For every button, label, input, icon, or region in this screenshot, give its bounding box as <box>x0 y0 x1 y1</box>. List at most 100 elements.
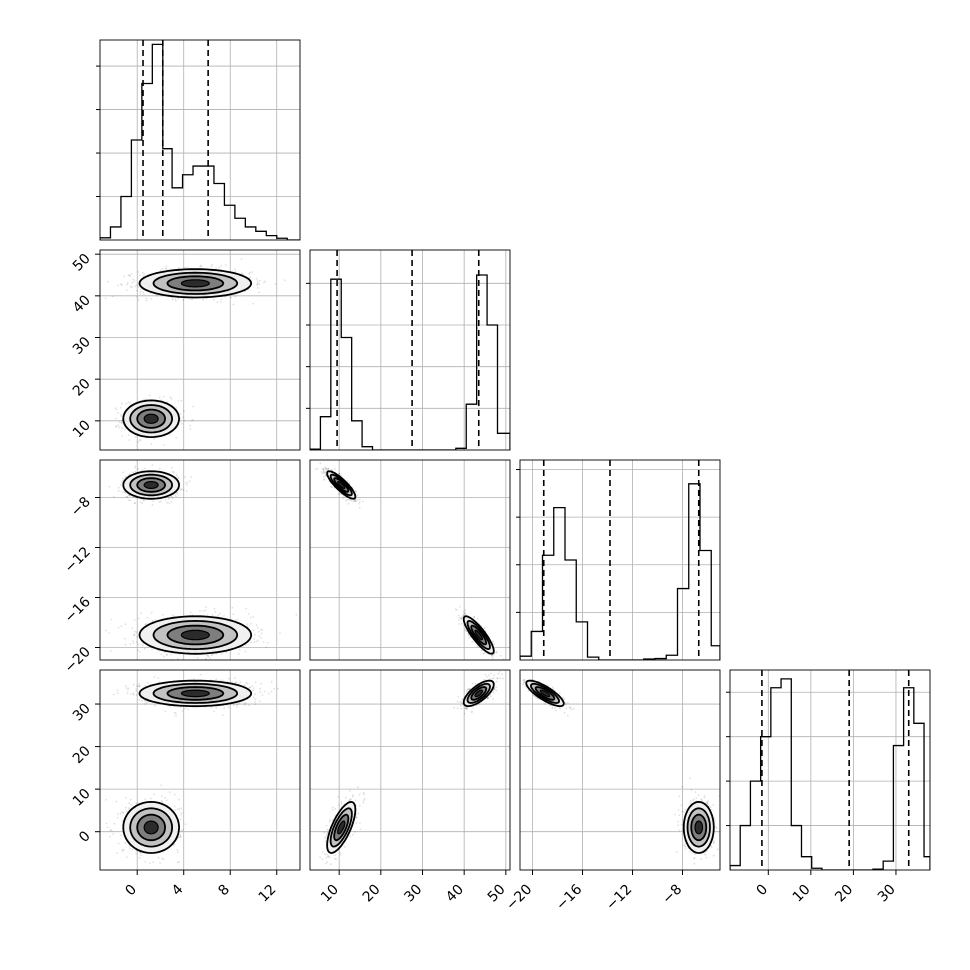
scatter-point <box>126 281 129 284</box>
scatter-point <box>263 281 265 284</box>
scatter-point <box>109 835 111 838</box>
scatter-point <box>135 497 138 499</box>
scatter-point <box>139 290 142 293</box>
scatter-point <box>495 665 497 667</box>
scatter-point <box>107 280 109 283</box>
scatter-point <box>104 297 107 300</box>
scatter-point <box>461 623 463 625</box>
scatter-point <box>122 812 125 814</box>
scatter-point <box>180 399 183 402</box>
scatter-point <box>207 655 210 658</box>
scatter-point <box>138 274 141 277</box>
scatter-point <box>175 495 177 498</box>
scatter-point <box>473 615 475 618</box>
scatter-point <box>182 828 185 831</box>
scatter-point <box>182 416 185 419</box>
scatter-point <box>204 606 207 608</box>
scatter-point <box>316 468 319 470</box>
scatter-point <box>261 629 264 631</box>
scatter-point <box>134 467 137 469</box>
scatter-point <box>122 477 124 480</box>
scatter-point <box>180 813 182 816</box>
scatter-point <box>215 652 218 655</box>
scatter-point <box>159 862 162 865</box>
scatter-point <box>319 462 322 465</box>
scatter-point <box>260 637 262 639</box>
scatter-point <box>176 851 179 854</box>
scatter-point <box>186 266 189 268</box>
scatter-point <box>119 406 122 409</box>
scatter-point <box>179 818 182 821</box>
scatter-point <box>134 465 137 467</box>
scatter-point <box>283 279 286 282</box>
scatter-point <box>188 660 190 662</box>
scatter-point <box>327 467 330 470</box>
scatter-point <box>121 283 123 286</box>
scatter-point <box>128 439 131 441</box>
scatter-point <box>118 421 121 424</box>
scatter-point <box>168 502 171 505</box>
scatter-point <box>137 271 140 273</box>
scatter-point <box>133 633 136 636</box>
scatter-point <box>460 617 463 620</box>
scatter-point <box>140 854 142 857</box>
scatter-point <box>455 609 458 611</box>
scatter-point <box>161 801 164 804</box>
scatter-point <box>171 470 174 473</box>
scatter-point <box>129 456 131 458</box>
scatter-point <box>94 414 96 416</box>
scatter-point <box>174 809 177 812</box>
scatter-point <box>219 663 221 665</box>
scatter-point <box>220 298 223 301</box>
scatter-point <box>238 648 241 651</box>
scatter-point <box>240 258 243 260</box>
scatter-point <box>178 798 181 801</box>
scatter-point <box>105 822 108 825</box>
scatter-point <box>209 657 211 659</box>
scatter-point <box>192 405 195 408</box>
scatter-point <box>119 484 122 486</box>
scatter-point <box>170 495 173 498</box>
scatter-point <box>330 469 333 471</box>
scatter-point <box>211 653 214 656</box>
scatter-point <box>166 799 168 802</box>
scatter-point <box>260 632 263 635</box>
scatter-point <box>128 274 131 277</box>
scatter-point <box>172 614 174 617</box>
scatter-point <box>354 499 356 502</box>
scatter-point <box>206 654 209 657</box>
scatter-point <box>124 623 127 626</box>
scatter-point <box>324 467 327 470</box>
scatter-point <box>119 812 122 815</box>
scatter-point <box>128 845 131 847</box>
scatter-point <box>461 616 463 619</box>
scatter-point <box>462 613 465 616</box>
scatter-point <box>250 622 253 625</box>
scatter-point <box>125 856 128 859</box>
scatter-point <box>234 295 237 298</box>
scatter-point <box>141 645 144 647</box>
scatter-point <box>148 394 151 397</box>
scatter-point <box>142 500 145 502</box>
scatter-point <box>210 265 213 268</box>
scatter-point <box>215 267 218 269</box>
scatter-point <box>144 623 147 626</box>
scatter-point <box>135 802 138 804</box>
scatter-point <box>497 661 499 663</box>
scatter-point <box>167 497 170 500</box>
scatter-point <box>358 501 361 503</box>
scatter-point <box>179 835 182 838</box>
scatter-point <box>137 299 140 302</box>
scatter-point <box>322 468 325 470</box>
scatter-point <box>171 298 174 301</box>
scatter-point <box>153 793 156 796</box>
scatter-point <box>468 636 471 639</box>
scatter-point <box>248 272 251 275</box>
scatter-point <box>137 649 139 652</box>
scatter-point <box>124 796 127 799</box>
scatter-point <box>458 616 461 619</box>
scatter-point <box>267 642 269 644</box>
scatter-point <box>127 434 130 436</box>
scatter-point <box>500 654 502 657</box>
scatter-point <box>199 264 202 267</box>
